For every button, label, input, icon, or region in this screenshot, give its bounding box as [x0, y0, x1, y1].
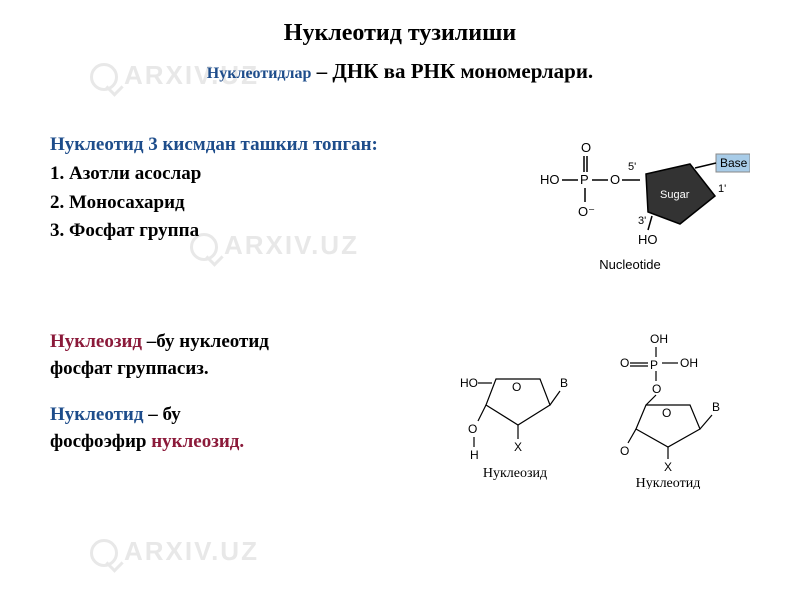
atom-label: B [712, 400, 720, 414]
atom-label: O [468, 422, 477, 436]
nucleotide-diagram: HO P O O⁻ O 5' Sugar Base 1' [520, 134, 750, 279]
base-label: Base [720, 156, 748, 170]
atom-label: O [662, 406, 671, 420]
nucleoside-nucleotide-diagram: HO O B O H X Нуклеозид OH O [450, 329, 750, 494]
atom-label: O [610, 172, 620, 187]
nucleotide-caption: Нуклеотид [636, 476, 701, 489]
atom-label: HO [638, 232, 658, 247]
atom-label: H [470, 448, 479, 462]
diagram-caption: Nucleotide [599, 257, 660, 272]
atom-label: OH [680, 356, 698, 370]
three-prime-label: 3' [638, 215, 646, 227]
atom-label: P [580, 172, 589, 187]
atom-label: O [620, 444, 629, 458]
atom-label: O [620, 356, 629, 370]
nucleoside-caption: Нуклеозид [483, 466, 547, 481]
subtitle-dash: – [311, 59, 332, 83]
subtitle-prefix: Нуклеотидлар [207, 65, 312, 82]
atom-label: HO [540, 172, 560, 187]
atom-label: O [652, 382, 661, 396]
atom-label: O⁻ [578, 204, 595, 219]
atom-label: O [581, 140, 591, 155]
nucleotide-definition: Нуклеотид – бу фосфоэфир нуклеозид. [50, 402, 430, 455]
section1-heading: Нуклеотид 3 кисмдан ташкил топган: [50, 134, 500, 156]
atom-label: O [512, 380, 521, 394]
page-subtitle: Нуклеотидлар – ДНК ва РНК мономерлари. [50, 59, 750, 84]
page-title: Нуклеотид тузилиши [50, 20, 750, 47]
list-item: 2. Моносахарид [50, 189, 500, 218]
five-prime-label: 5' [628, 161, 636, 173]
atom-label: X [664, 460, 672, 474]
list-item: 3. Фосфат группа [50, 217, 500, 246]
atom-label: OH [650, 332, 668, 346]
watermark: ARXIV.UZ [90, 536, 259, 567]
atom-label: P [650, 358, 658, 372]
one-prime-label: 1' [718, 183, 726, 195]
atom-label: B [560, 376, 568, 390]
subtitle-main: ДНК ва РНК мономерлари. [332, 59, 593, 83]
nucleoside-definition: Нуклеозид –бу нуклеотид фосфат группасиз… [50, 329, 430, 382]
atom-label: HO [460, 376, 478, 390]
list-item: 1. Азотли асослар [50, 160, 500, 189]
sugar-label: Sugar [660, 189, 690, 201]
atom-label: X [514, 440, 522, 454]
